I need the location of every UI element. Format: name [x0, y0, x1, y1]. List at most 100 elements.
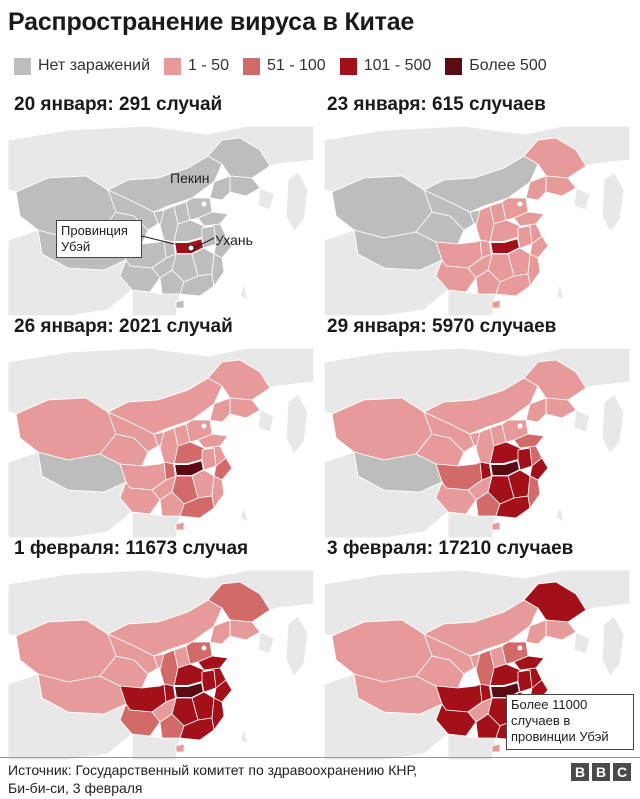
province-heilong [207, 581, 271, 623]
beijing-marker [517, 423, 523, 429]
legend-label: 101 - 500 [363, 57, 432, 74]
hubei-callout-line1: Провинция [61, 223, 128, 238]
beijing-label: Пекин [170, 170, 210, 186]
bbc-logo: B B C [571, 763, 631, 781]
province-yunnan [119, 481, 161, 515]
source-line2: Би-би-си, 3 февраля [8, 780, 143, 796]
province-jilin [229, 619, 261, 641]
beijing-marker [517, 645, 523, 651]
neighbour-land [573, 409, 591, 433]
province-yunnan [435, 259, 477, 293]
province-anhui [517, 669, 533, 693]
beijing-marker [201, 201, 207, 207]
neighbour-land [239, 726, 249, 745]
province-shandong [197, 211, 229, 227]
province-hainan [491, 743, 501, 753]
legend-swatch [339, 57, 357, 75]
map-svg [324, 125, 630, 316]
legend-swatch [242, 57, 260, 75]
province-hainan [175, 299, 185, 309]
province-xinjiang [331, 619, 433, 683]
callout-line3: провинции Убэй [511, 729, 609, 744]
neighbour-land [239, 504, 249, 523]
beijing-marker [517, 201, 523, 207]
footer-divider [0, 757, 640, 758]
province-shandong [197, 655, 229, 671]
legend-item-over-500: Более 500 [445, 57, 547, 75]
neighbour-land [285, 393, 309, 455]
province-anhui [201, 447, 217, 471]
province-fujian [211, 697, 225, 732]
page-title: Распространение вируса в Китае [8, 8, 415, 36]
legend-label: Нет заражений [38, 57, 151, 74]
map-svg [8, 347, 314, 538]
province-fujian [527, 475, 541, 510]
source-note: Источник: Государственный комитет по здр… [8, 761, 528, 797]
beijing-marker [201, 645, 207, 651]
province-liaoning [209, 397, 231, 423]
province-zhejiang [529, 235, 549, 259]
panel-title-jan23: 23 января: 615 случаев [327, 94, 546, 115]
map-svg [324, 347, 630, 538]
callout-line1: Более 11000 [511, 697, 588, 712]
map-svg [8, 125, 314, 316]
province-shandong [197, 433, 229, 449]
province-jilin [545, 619, 577, 641]
legend: Нет заражений 1 - 50 51 - 100 101 - 500 … [14, 56, 561, 76]
neighbour-land [257, 187, 275, 211]
legend-label: 51 - 100 [266, 57, 326, 74]
legend-item-none: Нет заражений [14, 57, 150, 75]
province-shandong [513, 211, 545, 227]
province-anhui [201, 669, 217, 693]
bbc-logo-letter: B [592, 763, 610, 781]
province-hainan [491, 521, 501, 531]
province-anhui [517, 447, 533, 471]
wuhan-leader-line [193, 237, 215, 249]
province-anhui [517, 225, 533, 249]
province-zhejiang [213, 457, 233, 481]
callout-line2: случаев в [511, 713, 571, 728]
panel-title-feb1: 1 февраля: 11673 случая [14, 538, 249, 559]
province-liaoning [525, 175, 547, 201]
province-innermong [423, 377, 539, 435]
bbc-logo-letter: B [571, 763, 589, 781]
province-hainan [491, 299, 501, 309]
legend-label: Более 500 [469, 57, 547, 74]
neighbour-land [601, 171, 625, 233]
bbc-logo-letter: C [613, 763, 631, 781]
legend-item-1-50: 1 - 50 [164, 57, 229, 75]
legend-swatch [445, 57, 463, 75]
legend-item-51-100: 51 - 100 [242, 57, 326, 75]
province-zhejiang [529, 457, 549, 481]
hubei-leader-line [141, 235, 175, 245]
province-fujian [211, 253, 225, 288]
province-liaoning [525, 619, 547, 645]
map-svg [324, 569, 630, 760]
province-xinjiang [15, 397, 117, 461]
province-liaoning [209, 175, 231, 201]
neighbour-land [573, 187, 591, 211]
map-svg [8, 569, 314, 760]
province-heilong [207, 137, 271, 179]
province-xinjiang [331, 397, 433, 461]
province-heilong [523, 581, 587, 623]
hubei-callout: Провинция Убэй [56, 220, 142, 258]
province-jilin [229, 397, 261, 419]
province-heilong [207, 359, 271, 401]
legend-swatch [164, 57, 182, 75]
province-jilin [545, 175, 577, 197]
map-panel-jan26 [8, 342, 314, 538]
province-liaoning [209, 619, 231, 645]
hubei-callout-line2: Убэй [61, 239, 91, 254]
hubei-cases-callout: Более 11000 случаев в провинции Убэй [506, 694, 634, 750]
province-yunnan [435, 481, 477, 515]
province-hainan [175, 521, 185, 531]
neighbour-land [285, 615, 309, 677]
neighbour-land [285, 171, 309, 233]
neighbour-land [257, 631, 275, 655]
neighbour-land [239, 282, 249, 301]
province-xinjiang [15, 619, 117, 683]
legend-item-101-500: 101 - 500 [339, 57, 432, 75]
province-innermong [107, 599, 223, 657]
province-heilong [523, 359, 587, 401]
